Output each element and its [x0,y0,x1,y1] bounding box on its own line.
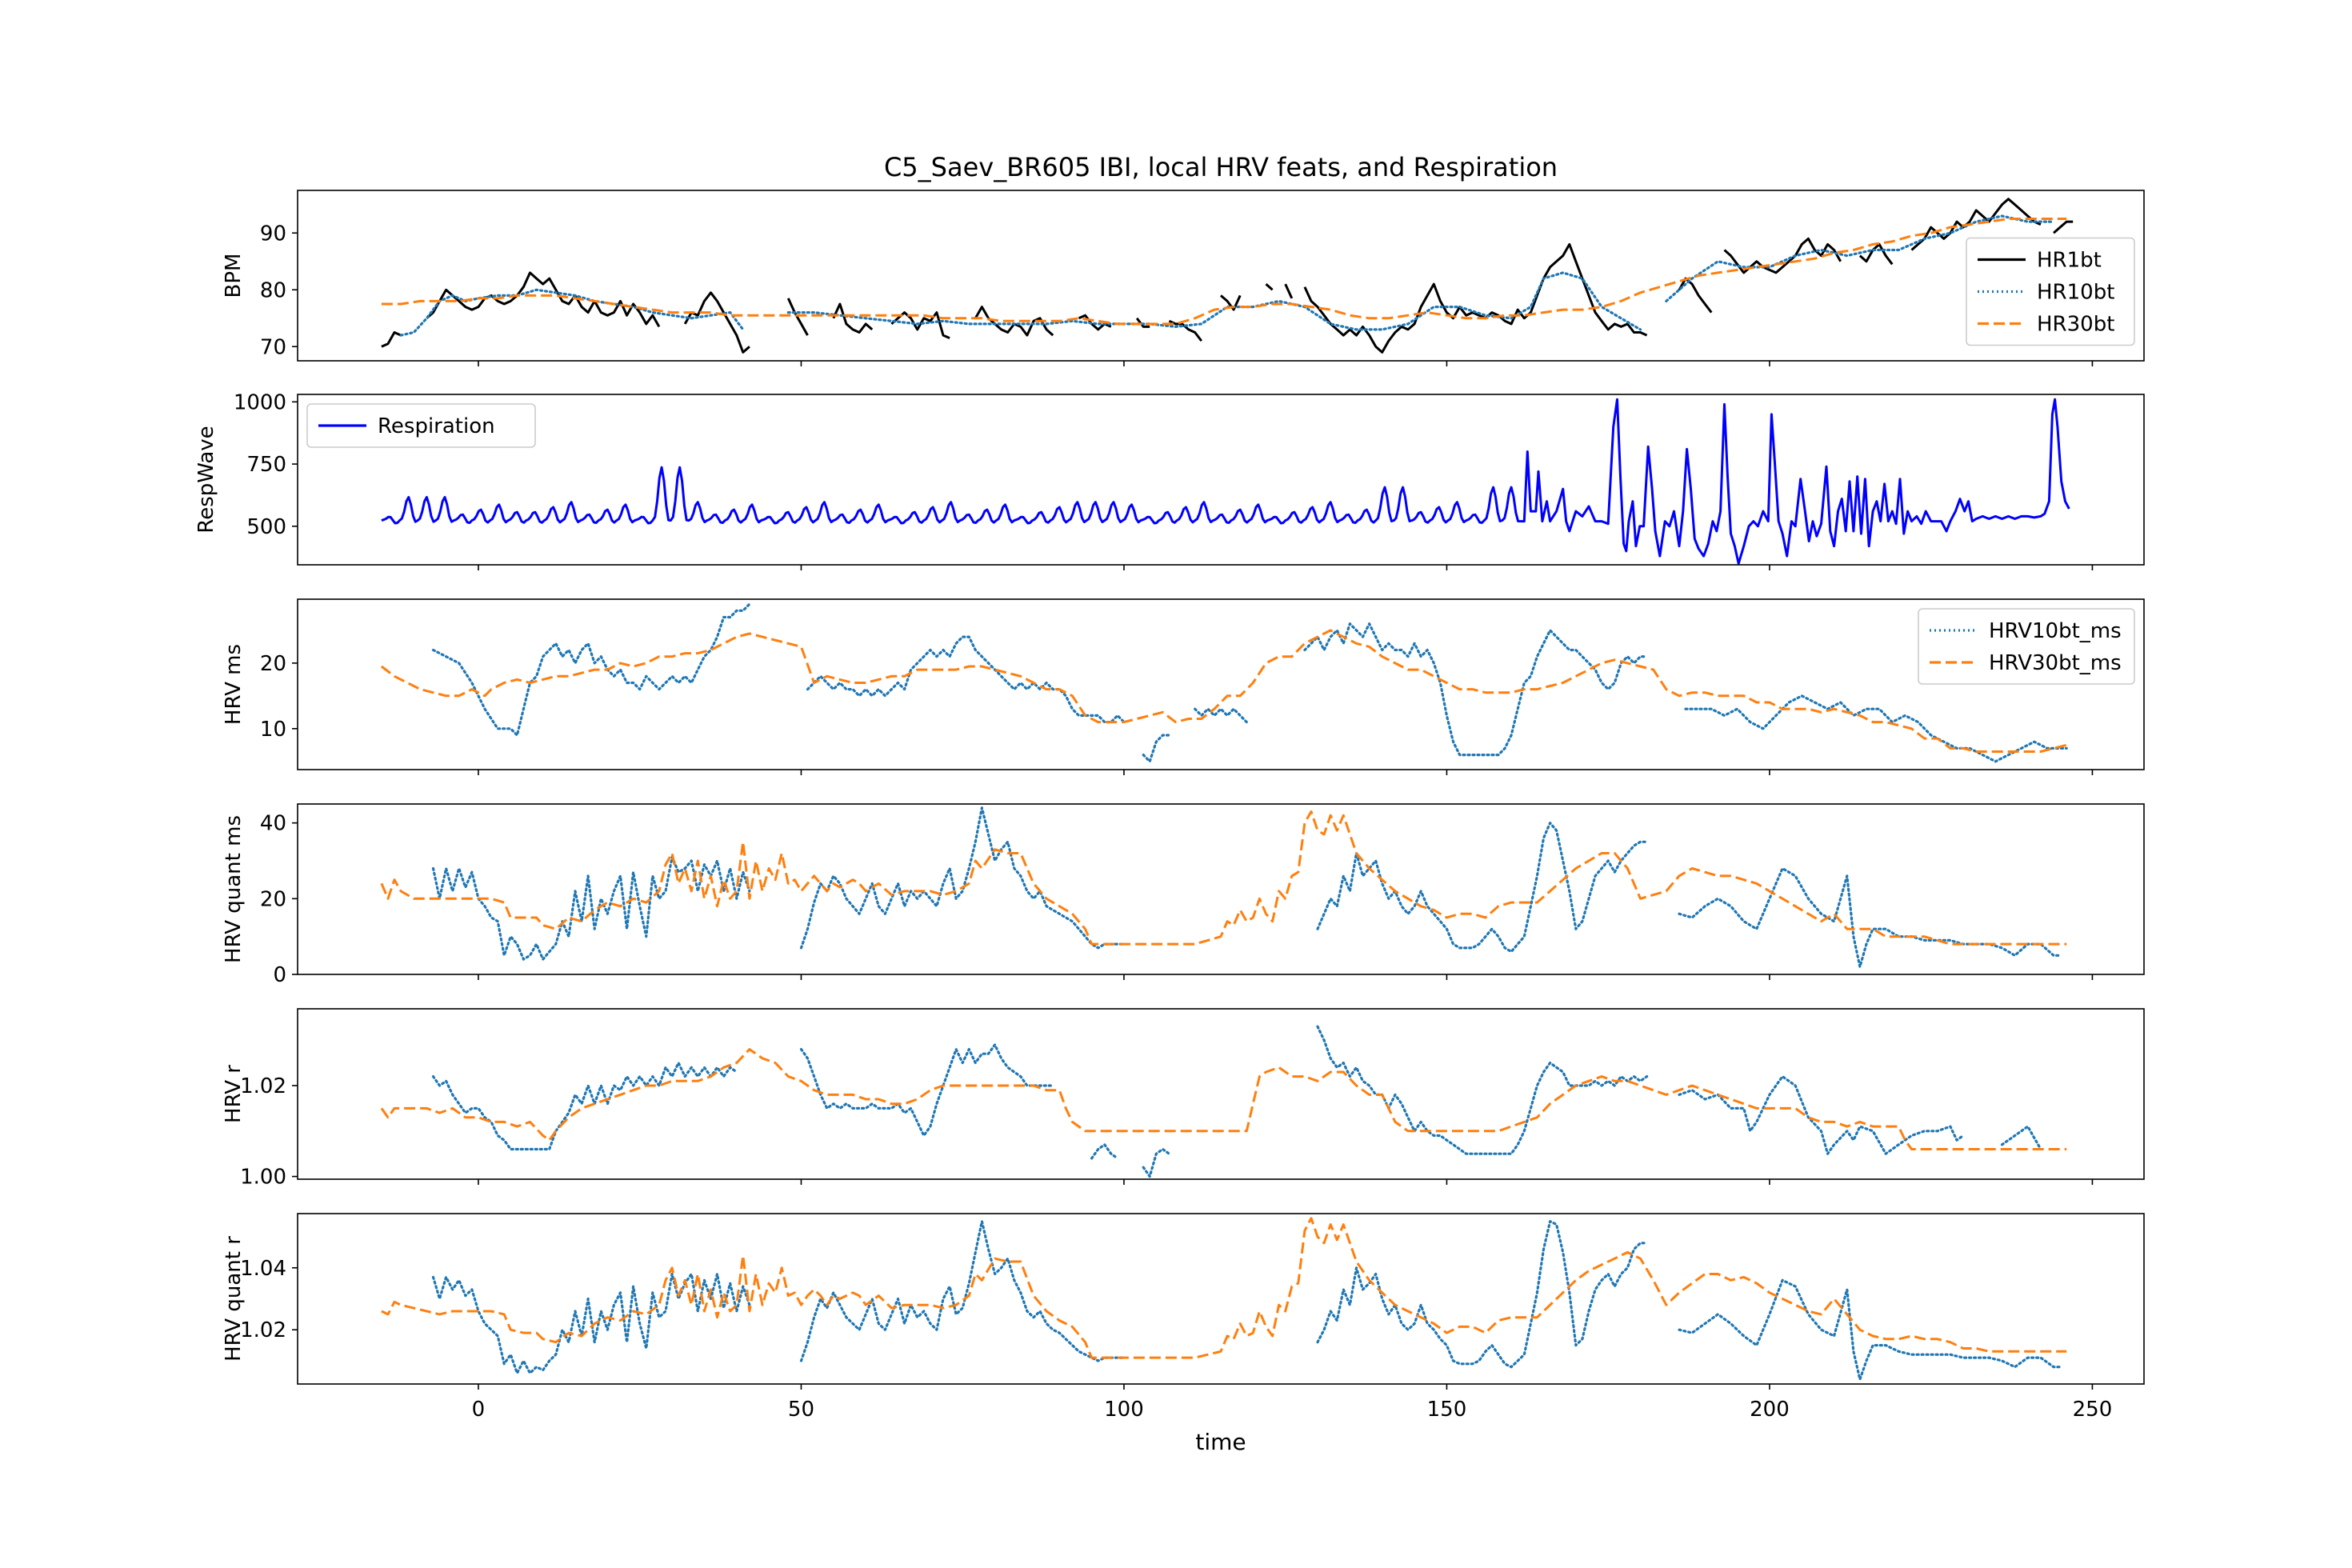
y-tick-label: 1.00 [240,1166,286,1190]
y-tick-label: 0 [273,963,286,987]
y-tick-label: 40 [260,812,286,836]
panel-background [298,190,2144,361]
legend-label: HR1bt [2037,249,2102,273]
y-axis-label: RespWave [194,426,218,533]
panel-4: 0 20 40 HRV quant ms [222,803,2145,987]
chart-title: C5_Saev_BR605 IBI, local HRV feats, and … [884,152,1558,182]
panel-frame [297,394,2145,566]
legend: HR1bt HR10bt HR30bt [1966,237,2135,346]
y-axis-label: HRV r [222,1065,246,1123]
series-line-hrv10bt-quant-r [431,1220,2062,1381]
y-axis-label: BPM [222,254,246,298]
series-line-hrv30bt-ms [380,629,2067,753]
y-tick-label: 1.04 [240,1257,286,1281]
x-tick-label: 200 [1750,1398,1790,1422]
series-line-hr30bt [381,218,2067,326]
y-tick-label: 80 [260,278,286,302]
series-line-hrv10bt-ms [431,602,2068,763]
panel-3: 10 20 HRV ms HRV10bt_ms HRV30bt_ms [222,598,2145,775]
x-axis-label: time [1195,1429,1246,1455]
panel-background [298,1009,2144,1179]
series-line-hrv10bt-quant-ms [431,806,2062,969]
panel-frame [297,1213,2145,1385]
y-tick-label: 70 [260,335,286,359]
y-axis-label: HRV quant r [222,1236,246,1362]
panel-2: 500 750 1000 RespWave Respiration [194,390,2145,570]
panel-lines [380,602,2068,763]
series-line-hrv30bt-r [380,1048,2067,1150]
series-line-respiration [381,398,2070,565]
x-tick-label: 100 [1104,1398,1144,1422]
panel-lines [380,806,2067,969]
y-axis-label: HRV ms [222,644,246,725]
x-tick-label: 150 [1427,1398,1467,1422]
y-axis-label: HRV quant ms [222,815,246,963]
legend-frame [306,403,536,448]
y-tick-label: 20 [260,887,286,911]
panel-background [298,599,2144,770]
panel-lines [381,198,2074,354]
panel-lines [381,398,2070,565]
y-tick-label: 1000 [234,390,286,414]
panel-background [298,394,2144,565]
y-tick-label: 90 [260,222,286,246]
panel-lines [380,1025,2067,1178]
series-line-hrv10bt-r [431,1025,2042,1178]
y-tick-label: 750 [246,453,286,477]
x-tick-label: 50 [788,1398,814,1422]
legend-label: HRV30bt_ms [1989,651,2122,675]
panel-1: 70 80 90 BPM HR1bt HR10bt HR30bt [222,190,2145,366]
y-tick-label: 1.02 [240,1318,286,1342]
panel-frame [297,803,2145,975]
panel-frame [297,190,2145,362]
legend-label: HR10bt [2037,281,2114,305]
x-tick-label: 250 [2073,1398,2113,1422]
panel-lines [381,1217,2067,1381]
legend-frame [1918,608,2135,685]
legend-frame [1966,237,2135,346]
legend-label: HRV10bt_ms [1989,619,2122,643]
y-tick-label: 1.02 [240,1074,286,1098]
x-tick-label: 0 [472,1398,486,1422]
panel-frame [297,1008,2145,1180]
panel-frame [297,598,2145,770]
legend-label: Respiration [378,414,495,438]
panel-background [298,804,2144,974]
legend-label: HR30bt [2037,313,2114,337]
y-tick-label: 500 [246,515,286,539]
panel-background [298,1214,2144,1384]
legend: Respiration [306,403,536,448]
y-tick-label: 10 [260,718,286,742]
legend: HRV10bt_ms HRV30bt_ms [1918,608,2135,685]
series-line-hrv30bt-quant-r [381,1217,2067,1359]
series-line-hrv30bt-quant-ms [380,810,2067,946]
y-tick-label: 20 [260,652,286,676]
